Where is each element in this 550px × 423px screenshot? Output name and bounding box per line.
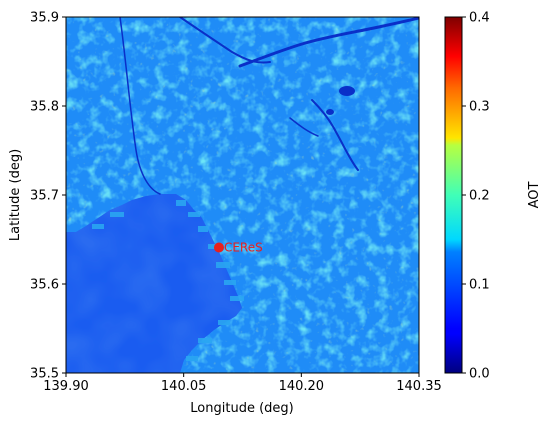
colorbar-gradient: [444, 16, 463, 374]
y-tick-label-4: 35.9: [30, 11, 59, 26]
y-tick-label-0: 35.5: [30, 367, 59, 382]
y-tick-label-1: 35.6: [30, 278, 59, 293]
colorbar-label: AOT: [527, 182, 542, 209]
reclaimed-piers: [92, 200, 244, 361]
x-axis-label: Longitude (deg): [190, 401, 293, 416]
y-axis-ticks: 35.5 35.6 35.7 35.8 35.9: [30, 11, 66, 382]
ceres-marker-label: CEReS: [224, 241, 263, 255]
y-tick-label-3: 35.8: [30, 100, 59, 115]
x-tick-label-2: 140.20: [279, 379, 325, 394]
colorbar-tick-label-1: 0.1: [469, 278, 490, 293]
y-axis-label: Latitude (deg): [8, 149, 23, 241]
x-axis-ticks: 139.90 140.05 140.20 140.35: [43, 373, 442, 394]
sea-texture: [66, 194, 242, 373]
ceres-marker-dot: [213, 242, 224, 253]
ceres-marker: CEReS: [213, 241, 263, 255]
y-tick-label-2: 35.7: [30, 189, 59, 204]
x-tick-label-3: 140.35: [396, 379, 442, 394]
aot-map-image: [66, 17, 419, 373]
colorbar-tick-label-4: 0.4: [469, 11, 490, 26]
x-tick-label-0: 139.90: [43, 379, 89, 394]
rivers: [119, 17, 419, 195]
lakes: [326, 86, 355, 115]
colorbar-tick-label-2: 0.2: [469, 189, 490, 204]
x-tick-label-1: 140.05: [161, 379, 207, 394]
colorbar: 0.0 0.1 0.2 0.3 0.4 AOT: [444, 11, 542, 382]
colorbar-tick-label-3: 0.3: [469, 100, 490, 115]
colorbar-tick-label-0: 0.0: [469, 367, 490, 382]
colorbar-ticks: 0.0 0.1 0.2 0.3 0.4: [462, 11, 490, 382]
